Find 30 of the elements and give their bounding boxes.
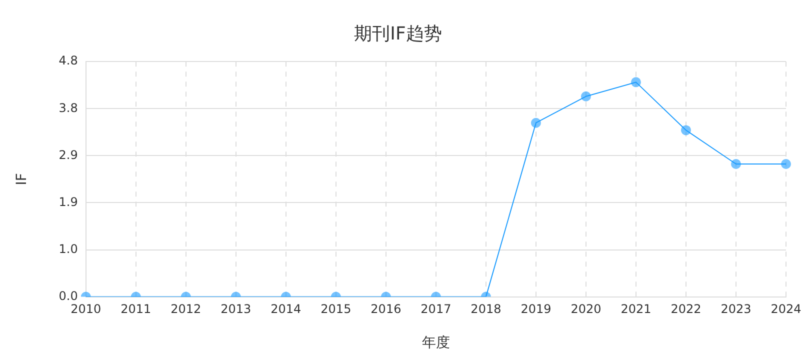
x-tick-label: 2011 — [120, 302, 152, 316]
point — [580, 91, 591, 102]
y-tick-label: 1.9 — [58, 194, 78, 209]
x-tick-label: 2023 — [720, 302, 752, 316]
x-tick-label: 2013 — [220, 302, 252, 316]
x-tick-label: 2018 — [470, 302, 502, 316]
y-tick-label: 4.8 — [58, 54, 78, 68]
x-tick-label: 2017 — [420, 302, 452, 316]
x-tick-label: 2022 — [670, 302, 702, 316]
chart-title: 期刊IF趋势 — [354, 23, 442, 44]
y-axis-title: IF — [14, 173, 30, 186]
point — [530, 118, 541, 128]
x-tick-label: 2019 — [520, 302, 552, 316]
x-tick-label: 2024 — [770, 302, 802, 316]
x-tick-label: 2012 — [170, 302, 202, 316]
y-tick-label: 0.0 — [58, 288, 78, 303]
y-tick-label: 1.0 — [58, 242, 78, 256]
y-tick-label: 3.8 — [58, 100, 78, 115]
point — [630, 77, 641, 88]
x-tick-label: 2014 — [270, 302, 302, 316]
x-axis-title: 年度 — [422, 335, 450, 352]
x-tick-label: 2015 — [320, 302, 352, 316]
y-tick-label: 2.9 — [58, 148, 78, 162]
x-tick-label: 2021 — [620, 302, 652, 316]
x-tick-label: 2016 — [370, 302, 402, 316]
point — [781, 159, 791, 170]
x-tick-label: 2020 — [570, 302, 602, 316]
x-tick-label: 2010 — [70, 302, 102, 316]
point — [680, 125, 691, 136]
point — [730, 159, 741, 170]
